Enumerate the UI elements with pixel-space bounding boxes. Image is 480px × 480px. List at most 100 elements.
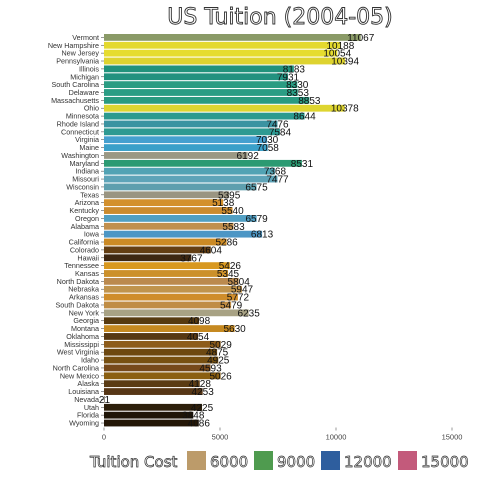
value-label: 11067	[347, 33, 375, 44]
bar-group-wisconsin: Wisconsin 6575	[66, 182, 268, 193]
bar	[104, 301, 232, 309]
value-label: 6813	[251, 230, 274, 241]
bar	[104, 277, 239, 285]
bar	[104, 152, 248, 159]
category-label: New York	[69, 308, 100, 317]
legend-swatch	[398, 451, 417, 470]
bar-group-connecticut: Connecticut 7584	[61, 127, 291, 138]
category-label: Alaska	[77, 379, 99, 388]
bar-group-hawaii: Hawaii 3767	[77, 253, 203, 264]
category-label: New Jersey	[61, 49, 99, 58]
value-label: 8853	[298, 96, 321, 107]
category-label: Nevada	[74, 395, 99, 404]
bar	[104, 285, 242, 293]
category-label: North Carolina	[53, 363, 99, 372]
bar	[104, 270, 229, 277]
bar	[104, 81, 298, 89]
x-tick-label: 15000	[442, 433, 463, 442]
bar	[104, 215, 257, 222]
category-label: Missouri	[72, 175, 99, 184]
category-label: California	[69, 238, 99, 247]
x-tick-label: 0	[102, 433, 106, 442]
bar	[104, 65, 294, 73]
value-label: 5772	[227, 293, 250, 304]
category-label: Wisconsin	[66, 182, 99, 191]
value-label: 7030	[256, 135, 279, 146]
bar	[104, 104, 345, 112]
bar-group-wyoming: Wyoming 4086	[69, 419, 210, 430]
bar	[104, 411, 194, 419]
value-label: 4925	[207, 356, 230, 367]
category-label: Oklahoma	[66, 332, 99, 341]
value-label: 5947	[231, 285, 254, 296]
bar-group-maine: Maine 7058	[79, 143, 279, 154]
category-label: Colorado	[70, 245, 99, 254]
category-label: Iowa	[84, 230, 99, 239]
bar	[104, 73, 288, 81]
category-label: Connecticut	[61, 127, 99, 136]
bar-group-arkansas: Arkansas 5772	[69, 293, 249, 304]
category-label: Indiana	[75, 167, 99, 176]
category-label: Illinois	[79, 64, 99, 73]
bar	[104, 333, 199, 340]
bar-group-illinois: Illinois 8183	[79, 64, 305, 75]
bar-group-south-carolina: South Carolina 8330	[51, 80, 308, 91]
bar-group-montana: Montana 5630	[71, 324, 246, 335]
value-label: 3767	[180, 253, 203, 264]
bar-group-vermont: Vermont 11067	[72, 33, 375, 44]
value-label: 6235	[238, 308, 261, 319]
value-label: 10188	[326, 41, 354, 52]
bar-group-maryland: Maryland 8531	[69, 159, 313, 170]
value-label: 4086	[188, 419, 211, 430]
bar	[104, 372, 221, 380]
legend-item-6000: 6000	[187, 451, 249, 471]
bar	[104, 340, 221, 348]
legend-swatch	[321, 451, 340, 470]
value-label: 5426	[219, 261, 242, 272]
category-label: Nebraska	[68, 285, 99, 294]
value-label: 8183	[283, 64, 306, 75]
value-label: 7476	[266, 119, 289, 130]
bar-group-tennessee: Tennessee 5426	[64, 261, 241, 272]
legend-label: 15000	[421, 453, 469, 471]
bar	[104, 49, 338, 57]
category-label: Hawaii	[77, 253, 99, 262]
category-label: Massachusetts	[51, 96, 99, 105]
bar-group-new-hampshire: New Hampshire 10188	[48, 41, 355, 52]
category-label: Mississippi	[64, 340, 99, 349]
legend-label: 12000	[344, 453, 392, 471]
category-label: Arizona	[75, 198, 99, 207]
bar	[104, 222, 234, 230]
category-label: Washington	[61, 151, 99, 160]
value-label: 7058	[257, 143, 280, 154]
bar	[104, 309, 249, 317]
value-label: 21	[99, 395, 111, 406]
bar-group-oklahoma: Oklahoma 4054	[66, 332, 209, 343]
value-label: 6575	[245, 182, 268, 193]
bar-group-colorado: Colorado 4604	[70, 245, 223, 256]
bar-group-delaware: Delaware 8353	[69, 88, 310, 99]
value-label: 4593	[199, 363, 222, 374]
value-label: 4875	[206, 348, 229, 359]
category-label: West Virginia	[57, 348, 99, 357]
value-label: 8644	[293, 112, 316, 123]
category-label: Pennsylvania	[56, 57, 99, 66]
legend-item-9000: 9000	[254, 451, 316, 471]
bar-group-missouri: Missouri 7477	[72, 175, 289, 186]
bar	[104, 167, 275, 175]
bar	[104, 396, 105, 403]
bar	[104, 356, 219, 364]
value-label: 5630	[223, 324, 246, 335]
bar-group-ohio: Ohio 10378	[84, 104, 359, 115]
bar-group-iowa: Iowa 6813	[84, 230, 274, 241]
value-label: 5395	[218, 190, 241, 201]
bar	[104, 388, 203, 395]
value-label: 4253	[192, 387, 215, 398]
category-label: Montana	[71, 324, 99, 333]
value-label: 5286	[216, 238, 239, 249]
value-label: 6579	[246, 214, 269, 225]
bar-group-kentucky: Kentucky 5540	[69, 206, 244, 217]
bar-group-nevada: Nevada 21	[74, 395, 110, 406]
bar-group-texas: Texas 5395	[80, 190, 241, 201]
